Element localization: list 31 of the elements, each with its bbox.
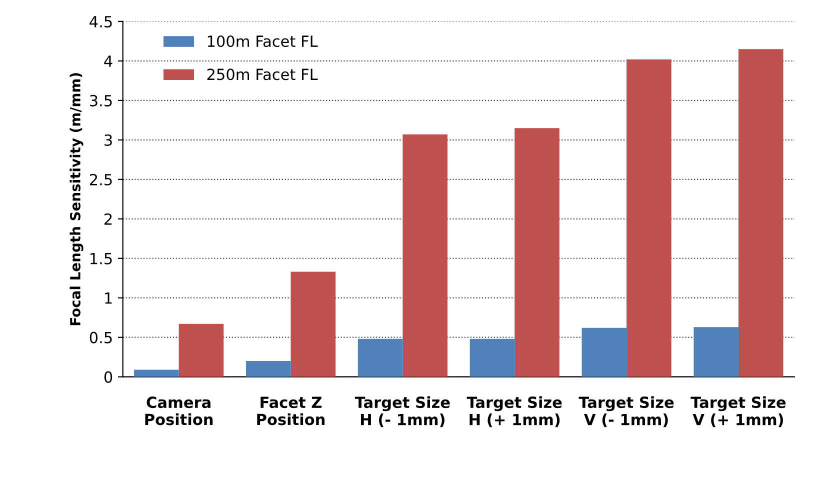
legend-label: 100m Facet FL	[208, 35, 318, 48]
x-tick-label: Target Size V (+ 1mm)	[690, 396, 786, 428]
y-tick-label: 3	[104, 134, 112, 146]
x-tick-label: Target Size H (+ 1mm)	[466, 396, 562, 428]
bar	[134, 370, 179, 377]
bar	[694, 327, 738, 377]
y-tick-label: 2.5	[90, 174, 112, 186]
y-tick-label: 4.5	[90, 16, 112, 28]
bar	[470, 338, 515, 377]
y-tick-label: 0.5	[90, 332, 112, 344]
x-tick-label: Camera Position	[145, 396, 213, 426]
y-tick-label: 3.5	[90, 94, 112, 106]
y-tick-label: 0	[104, 371, 112, 383]
bar	[514, 128, 560, 377]
y-tick-label: 2	[104, 213, 112, 225]
bar	[402, 134, 448, 377]
bar	[358, 338, 403, 377]
bar	[738, 49, 784, 377]
x-tick-label: Target Size V (- 1mm)	[578, 396, 674, 428]
bar	[290, 272, 336, 377]
x-tick-label: Target Size H (- 1mm)	[354, 396, 450, 428]
y-axis-title: Focal Length Sensitivity (m/mm)	[70, 73, 84, 326]
y-tick-label: 1	[105, 292, 112, 304]
bar	[626, 59, 672, 377]
y-tick-label: 1.5	[90, 253, 112, 264]
x-tick-label: Facet Z Position	[257, 396, 325, 426]
bar	[246, 361, 291, 377]
bar	[178, 324, 224, 377]
legend-label: 250m Facet FL	[207, 68, 318, 80]
y-tick-label: 4	[104, 56, 112, 67]
bar	[582, 328, 627, 377]
